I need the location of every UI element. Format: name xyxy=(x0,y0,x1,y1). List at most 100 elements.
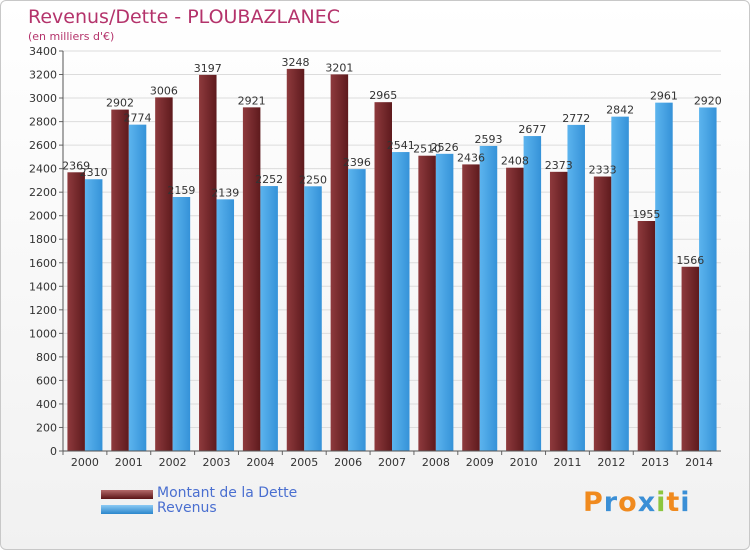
axes xyxy=(62,51,721,452)
bar-revenus xyxy=(216,199,235,451)
logo-letter: t xyxy=(666,487,681,518)
x-tick-label: 2005 xyxy=(290,456,318,469)
data-label: 2541 xyxy=(387,139,415,152)
y-tick-label: 2600 xyxy=(29,139,57,152)
chart-subtitle: (en milliers d'€) xyxy=(28,30,115,43)
x-tick-label: 2006 xyxy=(334,456,362,469)
x-axis-ticks: 2000 2001 2002 2003 2004 2005 2006 2007 2008 2009… xyxy=(62,451,713,469)
data-label: 3201 xyxy=(325,61,353,74)
data-label: 3248 xyxy=(282,56,310,69)
bar-dette xyxy=(286,68,305,451)
logo-letter: i xyxy=(680,487,691,518)
data-label: 2408 xyxy=(501,155,529,168)
y-tick-label: 600 xyxy=(36,374,57,387)
x-tick-label: 2014 xyxy=(685,456,713,469)
x-tick-label: 2007 xyxy=(378,456,406,469)
bar-revenus xyxy=(84,179,103,451)
bar-revenus xyxy=(392,152,410,451)
x-tick-label: 2010 xyxy=(510,456,538,469)
data-label: 2772 xyxy=(562,112,590,125)
x-tick-label: 2012 xyxy=(597,456,625,469)
data-label: 2159 xyxy=(167,184,195,197)
x-tick-label: 2008 xyxy=(422,456,450,469)
bars xyxy=(67,68,717,452)
bar-revenus xyxy=(523,136,542,451)
legend-label-dette: Montant de la Dette xyxy=(157,485,298,501)
proxiti-logo: Proxiti xyxy=(583,487,691,518)
data-label: 2526 xyxy=(431,141,459,154)
bar-revenus xyxy=(304,186,322,451)
y-tick-label: 2800 xyxy=(29,116,57,129)
bar-dette xyxy=(199,74,217,451)
bar-dette xyxy=(374,102,392,452)
legend-label-revenus: Revenus xyxy=(157,500,217,516)
y-tick-label: 200 xyxy=(36,421,57,434)
y-tick-label: 1400 xyxy=(29,280,57,293)
data-label: 2510 xyxy=(413,143,441,156)
bar-dette xyxy=(637,221,656,451)
bar-dette xyxy=(462,164,480,452)
y-tick-label: 3400 xyxy=(29,45,57,58)
bar-revenus xyxy=(655,102,673,451)
data-label: 1566 xyxy=(676,254,704,267)
bar-dette xyxy=(242,107,261,452)
x-tick-label: 2000 xyxy=(71,456,99,469)
chart-title: Revenus/Dette - PLOUBAZLANEC xyxy=(28,6,340,28)
data-label: 2396 xyxy=(343,156,371,169)
data-label: 2593 xyxy=(474,133,502,146)
data-label: 1955 xyxy=(632,208,660,221)
y-tick-label: 1000 xyxy=(29,327,57,340)
y-tick-label: 2400 xyxy=(29,163,57,176)
bar-dette xyxy=(549,171,568,451)
y-tick-label: 1200 xyxy=(29,304,57,317)
bar-revenus xyxy=(479,145,498,452)
data-label: 2965 xyxy=(369,89,397,102)
x-tick-label: 2003 xyxy=(203,456,231,469)
bar-dette xyxy=(418,155,436,452)
data-label: 2436 xyxy=(457,151,485,164)
bar-revenus xyxy=(435,153,454,451)
y-tick-label: 2000 xyxy=(29,210,57,223)
data-label: 2774 xyxy=(124,112,152,125)
y-tick-label: 1600 xyxy=(29,257,57,270)
x-tick-label: 2011 xyxy=(553,456,581,469)
y-tick-label: 1800 xyxy=(29,233,57,246)
data-label: 2842 xyxy=(606,104,634,117)
y-tick-label: 0 xyxy=(50,445,57,458)
bar-revenus xyxy=(172,197,191,451)
legend-swatch-dette xyxy=(101,490,153,499)
data-label: 2310 xyxy=(80,166,108,179)
bar-dette xyxy=(330,74,349,451)
bar-revenus xyxy=(611,116,629,451)
data-label: 2921 xyxy=(238,94,266,107)
bar-dette xyxy=(506,167,524,452)
bar-revenus xyxy=(348,169,366,451)
logo-letter: r xyxy=(603,487,619,518)
x-tick-label: 2009 xyxy=(466,456,494,469)
data-label: 2677 xyxy=(518,123,546,136)
logo-letter: i xyxy=(656,487,667,518)
data-label: 2139 xyxy=(211,186,239,199)
data-label: 2961 xyxy=(650,90,678,103)
data-label: 2920 xyxy=(694,94,722,107)
y-tick-label: 400 xyxy=(36,398,57,411)
logo-letter: P xyxy=(583,487,604,518)
x-tick-label: 2001 xyxy=(115,456,143,469)
bar-revenus xyxy=(567,124,585,451)
logo-letter: x xyxy=(637,487,657,518)
bar-revenus xyxy=(128,124,147,451)
y-tick-label: 3200 xyxy=(29,69,57,82)
data-label: 2252 xyxy=(255,173,283,186)
data-label: 2373 xyxy=(545,159,573,172)
legend-swatch-revenus xyxy=(101,505,153,514)
y-axis-ticks: 0 200 400 600 800 1000 1200 1400 1600 1800 2000 220… xyxy=(29,45,63,458)
data-label: 2902 xyxy=(106,97,134,110)
data-label: 2333 xyxy=(589,164,617,177)
data-label: 2369 xyxy=(62,159,90,172)
x-tick-label: 2013 xyxy=(641,456,669,469)
x-tick-label: 2004 xyxy=(246,456,274,469)
y-tick-label: 2200 xyxy=(29,186,57,199)
